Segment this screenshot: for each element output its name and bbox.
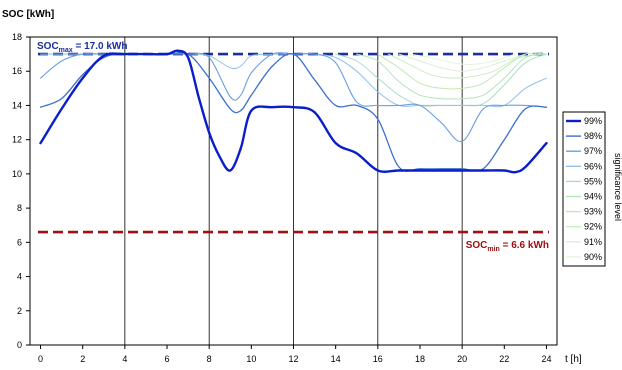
y-tick-label: 10	[12, 169, 22, 179]
x-tick-label: 2	[80, 354, 85, 364]
legend-title: significance level	[613, 153, 622, 221]
legend: 99% 98% 97% 96% 95% 94% 93% 92% 91% 90%	[562, 111, 606, 267]
y-tick-label: 14	[12, 100, 22, 110]
y-tick-label: 12	[12, 135, 22, 145]
series-line-92pct	[387, 53, 537, 79]
ref-label-sub: min	[487, 246, 499, 253]
x-tick-label: 16	[373, 354, 383, 364]
y-tick-label: 18	[12, 32, 22, 42]
y-tick-label: 8	[17, 203, 22, 213]
x-tick-label: 14	[331, 354, 341, 364]
legend-label: 96%	[584, 161, 602, 171]
ref-label-main: SOC	[37, 41, 59, 52]
x-tick-label: 18	[415, 354, 425, 364]
legend-label: 92%	[584, 222, 602, 232]
legend-label: 90%	[584, 252, 602, 262]
legend-label: 94%	[584, 192, 602, 202]
series-line-90pct	[408, 53, 516, 65]
ref-label-rest: = 6.6 kWh	[500, 240, 549, 251]
x-axis-label: t [h]	[565, 354, 582, 365]
ref-label-sub: max	[59, 47, 73, 54]
x-tick-label: 22	[499, 354, 509, 364]
x-tick-label: 24	[541, 354, 551, 364]
grid-lines	[124, 37, 463, 345]
x-tick-label: 20	[457, 354, 467, 364]
x-tick-label: 0	[38, 354, 43, 364]
soc-max-label: SOCmax = 17.0 kWh	[37, 41, 127, 54]
legend-label: 93%	[584, 207, 602, 217]
legend-label: 95%	[584, 176, 602, 186]
y-tick-label: 6	[17, 237, 22, 247]
series-line-94pct	[356, 53, 547, 100]
plot-frame-top	[29, 36, 558, 346]
legend-label: 99%	[584, 116, 602, 126]
x-tick-label: 10	[246, 354, 256, 364]
legend-label: 97%	[584, 146, 602, 156]
legend-label: 91%	[584, 237, 602, 247]
series-line-91pct	[398, 53, 526, 72]
x-tick-label: 4	[122, 354, 127, 364]
ref-label-rest: = 17.0 kWh	[73, 41, 128, 52]
legend-label: 98%	[584, 131, 602, 141]
series-line-99pct	[39, 49, 548, 174]
series-line-93pct	[377, 52, 547, 90]
y-axis-label: SOC [kWh]	[2, 9, 54, 20]
series-lines	[39, 49, 548, 174]
y-tick-label: 16	[12, 66, 22, 76]
y-tick-label: 4	[17, 272, 22, 282]
y-tick-label: 0	[17, 340, 22, 350]
x-tick-label: 6	[165, 354, 170, 364]
y-tick-label: 2	[17, 306, 22, 316]
x-tick-label: 8	[207, 354, 212, 364]
legend-box	[562, 111, 606, 267]
x-tick-label: 12	[288, 354, 298, 364]
ref-label-main: SOC	[466, 240, 488, 251]
soc-min-label: SOCmin = 6.6 kWh	[466, 240, 549, 253]
